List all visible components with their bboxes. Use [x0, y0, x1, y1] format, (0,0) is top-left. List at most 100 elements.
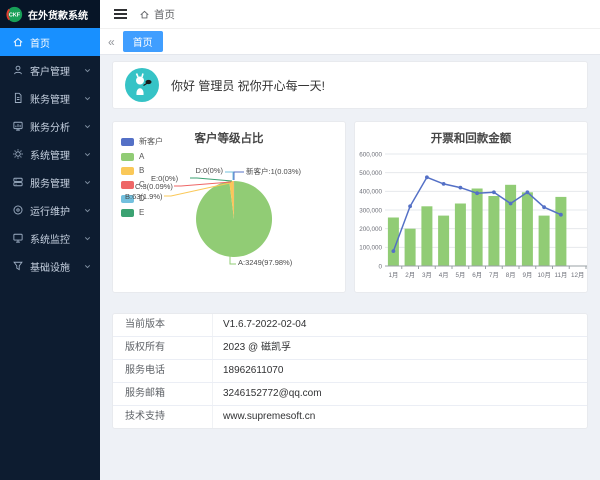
bar-10月 — [538, 215, 550, 266]
info-panel: 当前版本 V1.6.7-2022-02-04 版权所有 2023 @ 磁凯孚 服务电话 1… — [112, 313, 588, 429]
sidebar-item-1[interactable]: 客户管理 — [0, 56, 100, 84]
pie-label-C: C:3(0.09%) — [135, 182, 173, 191]
sidebar-item-label: 运行维护 — [30, 206, 70, 218]
maintenance-icon — [13, 205, 23, 215]
pie-leader-line — [229, 256, 236, 265]
bar-7月 — [488, 196, 500, 266]
pie-legend-item[interactable]: 新客户 — [121, 136, 163, 147]
chevron-down-icon — [84, 124, 91, 128]
legend-label: A — [139, 152, 145, 161]
pie-slice-B — [229, 181, 234, 219]
line-point — [475, 191, 479, 196]
info-value: 3246152772@qq.com — [223, 388, 322, 399]
svg-text:CKF: CKF — [9, 12, 21, 18]
info-row: 服务邮箱 3246152772@qq.com — [113, 383, 587, 406]
bar-4月 — [438, 215, 450, 266]
sidebar-item-8[interactable]: 基础设施 — [0, 252, 100, 280]
sidebar-item-3[interactable]: 账务分析 — [0, 112, 100, 140]
info-value: 2023 @ 磁凯孚 — [223, 342, 291, 353]
pie-legend: 新客户 A B C D E — [121, 136, 163, 217]
home-icon — [140, 10, 149, 18]
breadcrumb: 首页 — [139, 7, 175, 22]
greeting-message: 你好 管理员 祝你开心每一天! — [171, 78, 326, 93]
hamburger-icon[interactable] — [114, 8, 127, 20]
pie-leader-line — [225, 171, 234, 180]
pie-label-A: A:3249(97.98%) — [238, 258, 293, 267]
pie-legend-item[interactable]: E — [121, 208, 163, 217]
line-point — [391, 249, 396, 253]
x-axis-label: 6月 — [472, 271, 482, 279]
topbar: 首页 — [100, 0, 600, 28]
bar-6月 — [471, 188, 483, 266]
chevron-down-icon — [84, 208, 91, 212]
y-axis-tick: 600,000 — [359, 151, 382, 158]
legend-swatch — [121, 137, 134, 146]
pie-leader-line — [233, 171, 244, 180]
pie-leader-line — [174, 181, 232, 187]
bar-chart-title: 开票和回款金额 — [430, 133, 512, 145]
infrastructure-icon — [13, 261, 23, 271]
gear-icon — [13, 149, 23, 159]
x-axis-label: 11月 — [554, 271, 567, 279]
legend-swatch — [121, 166, 134, 175]
sidebar-item-5[interactable]: 服务管理 — [0, 168, 100, 196]
chevron-down-icon — [84, 68, 91, 72]
app-title: 在外货款系统 — [28, 10, 88, 22]
finance-doc-icon — [14, 92, 22, 103]
pie-label-D: D:0(0%) — [195, 166, 223, 175]
y-axis-tick: 100,000 — [359, 245, 382, 252]
sidebar-item-label: 系统监控 — [30, 234, 70, 246]
legend-label: B — [139, 166, 145, 175]
pie-legend-item[interactable]: B — [121, 166, 163, 175]
pie-chart-title: 客户等级占比 — [194, 133, 264, 145]
pie-leader-line — [164, 182, 231, 197]
sidebar-item-label: 客户管理 — [30, 66, 70, 78]
tabbar: « 首页 — [100, 28, 600, 55]
pie-label-B: B:63(1.9%) — [125, 192, 163, 201]
greeting-card: 你好 管理员 祝你开心每一天! — [112, 61, 588, 109]
line-point — [458, 185, 463, 190]
info-label: 服务电话 — [113, 360, 213, 382]
y-axis-tick: 500,000 — [359, 170, 382, 177]
pie-legend-item[interactable]: A — [121, 152, 163, 161]
tab-home[interactable]: 首页 — [122, 31, 163, 52]
bar-11月 — [555, 196, 567, 266]
collapse-tabs-icon[interactable]: « — [108, 34, 115, 49]
bar-chart-card: 开票和回款金额 0 100,000 200,000 300,000 400,000 500… — [354, 121, 588, 293]
x-axis-label: 2月 — [405, 271, 415, 279]
pie-legend-item[interactable]: D — [121, 194, 163, 203]
bar-1月 — [387, 217, 399, 266]
monitor-icon — [13, 233, 23, 243]
line-point — [425, 175, 429, 180]
analysis-chart-icon — [13, 121, 23, 131]
charts-row: 客户等级占比 新客户 A B C D E 新客户:1(0.03%) A:3249(97.98… — [112, 121, 588, 293]
info-value: 18962611070 — [223, 365, 284, 376]
sidebar-item-4[interactable]: 系统管理 — [0, 140, 100, 168]
sidebar-item-2[interactable]: 账务管理 — [0, 84, 100, 112]
line-point — [492, 190, 496, 195]
sidebar-item-6[interactable]: 运行维护 — [0, 196, 100, 224]
pie-label-新客户: 新客户:1(0.03%) — [246, 167, 302, 176]
x-axis-label: 9月 — [522, 271, 532, 279]
line-point — [441, 182, 446, 186]
sidebar-item-label: 服务管理 — [30, 178, 70, 190]
legend-label: E — [139, 208, 145, 217]
info-row: 版权所有 2023 @ 磁凯孚 — [113, 337, 587, 360]
sidebar-item-label: 账务管理 — [30, 94, 70, 106]
pie-legend-item[interactable]: C — [121, 180, 163, 189]
bar-chart-canvas: 0 100,000 200,000 300,000 400,000 500,000 600,… — [359, 151, 587, 279]
legend-label: C — [139, 180, 145, 189]
breadcrumb-home: 首页 — [154, 8, 175, 21]
info-value: V1.6.7-2022-02-04 — [223, 319, 307, 330]
y-axis-tick: 0 — [378, 263, 382, 270]
line-point — [559, 212, 563, 217]
x-axis-label: 4月 — [439, 271, 449, 279]
sidebar-item-7[interactable]: 系统监控 — [0, 224, 100, 252]
pie-chart-card: 客户等级占比 新客户 A B C D E 新客户:1(0.03%) A:3249(97.98… — [112, 121, 346, 293]
sidebar-item-label: 账务分析 — [30, 122, 70, 134]
sidebar-item-home[interactable]: 首页 — [0, 28, 100, 56]
info-label: 服务邮箱 — [113, 383, 213, 405]
chevron-down-icon — [84, 180, 91, 184]
legend-swatch — [121, 180, 134, 189]
